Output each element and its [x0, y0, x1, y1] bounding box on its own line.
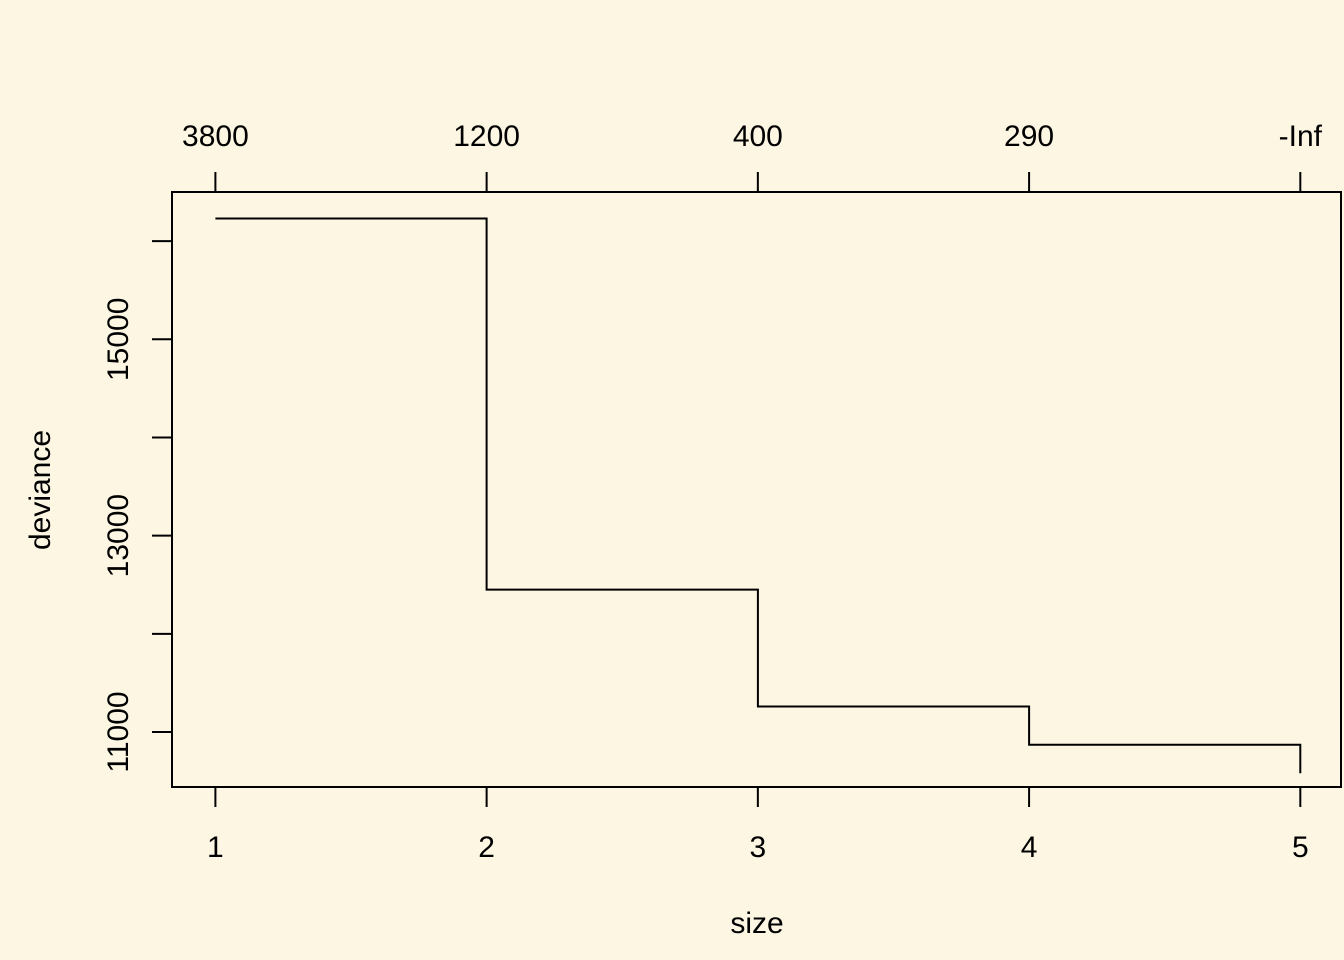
x-tick-label: 5: [1292, 831, 1309, 864]
x-tick-label: 4: [1021, 831, 1038, 864]
plot-layer: [215, 217, 1302, 774]
y-tick-label: 15000: [102, 298, 135, 381]
top-x-axis: 3800 1200 400 290 -Inf: [182, 120, 1323, 192]
y-axis-label: deviance: [24, 430, 57, 550]
deviance-step-line: [215, 217, 1302, 774]
top-tick-label: -Inf: [1279, 120, 1323, 153]
x-tick-label: 1: [207, 831, 224, 864]
top-tick-label: 400: [733, 120, 783, 153]
top-tick-label: 1200: [453, 120, 520, 153]
y-tick-label: 13000: [102, 494, 135, 577]
plot-frame: [171, 191, 1342, 788]
left-y-axis: 11000 13000 15000: [102, 240, 172, 773]
bottom-x-axis: 1 2 3 4 5: [207, 787, 1309, 864]
x-tick-label: 2: [478, 831, 495, 864]
top-tick-label: 290: [1004, 120, 1054, 153]
top-tick-label: 3800: [182, 120, 249, 153]
y-tick-label: 11000: [102, 691, 135, 772]
x-tick-label: 3: [750, 831, 767, 864]
x-axis-label: size: [730, 907, 783, 940]
